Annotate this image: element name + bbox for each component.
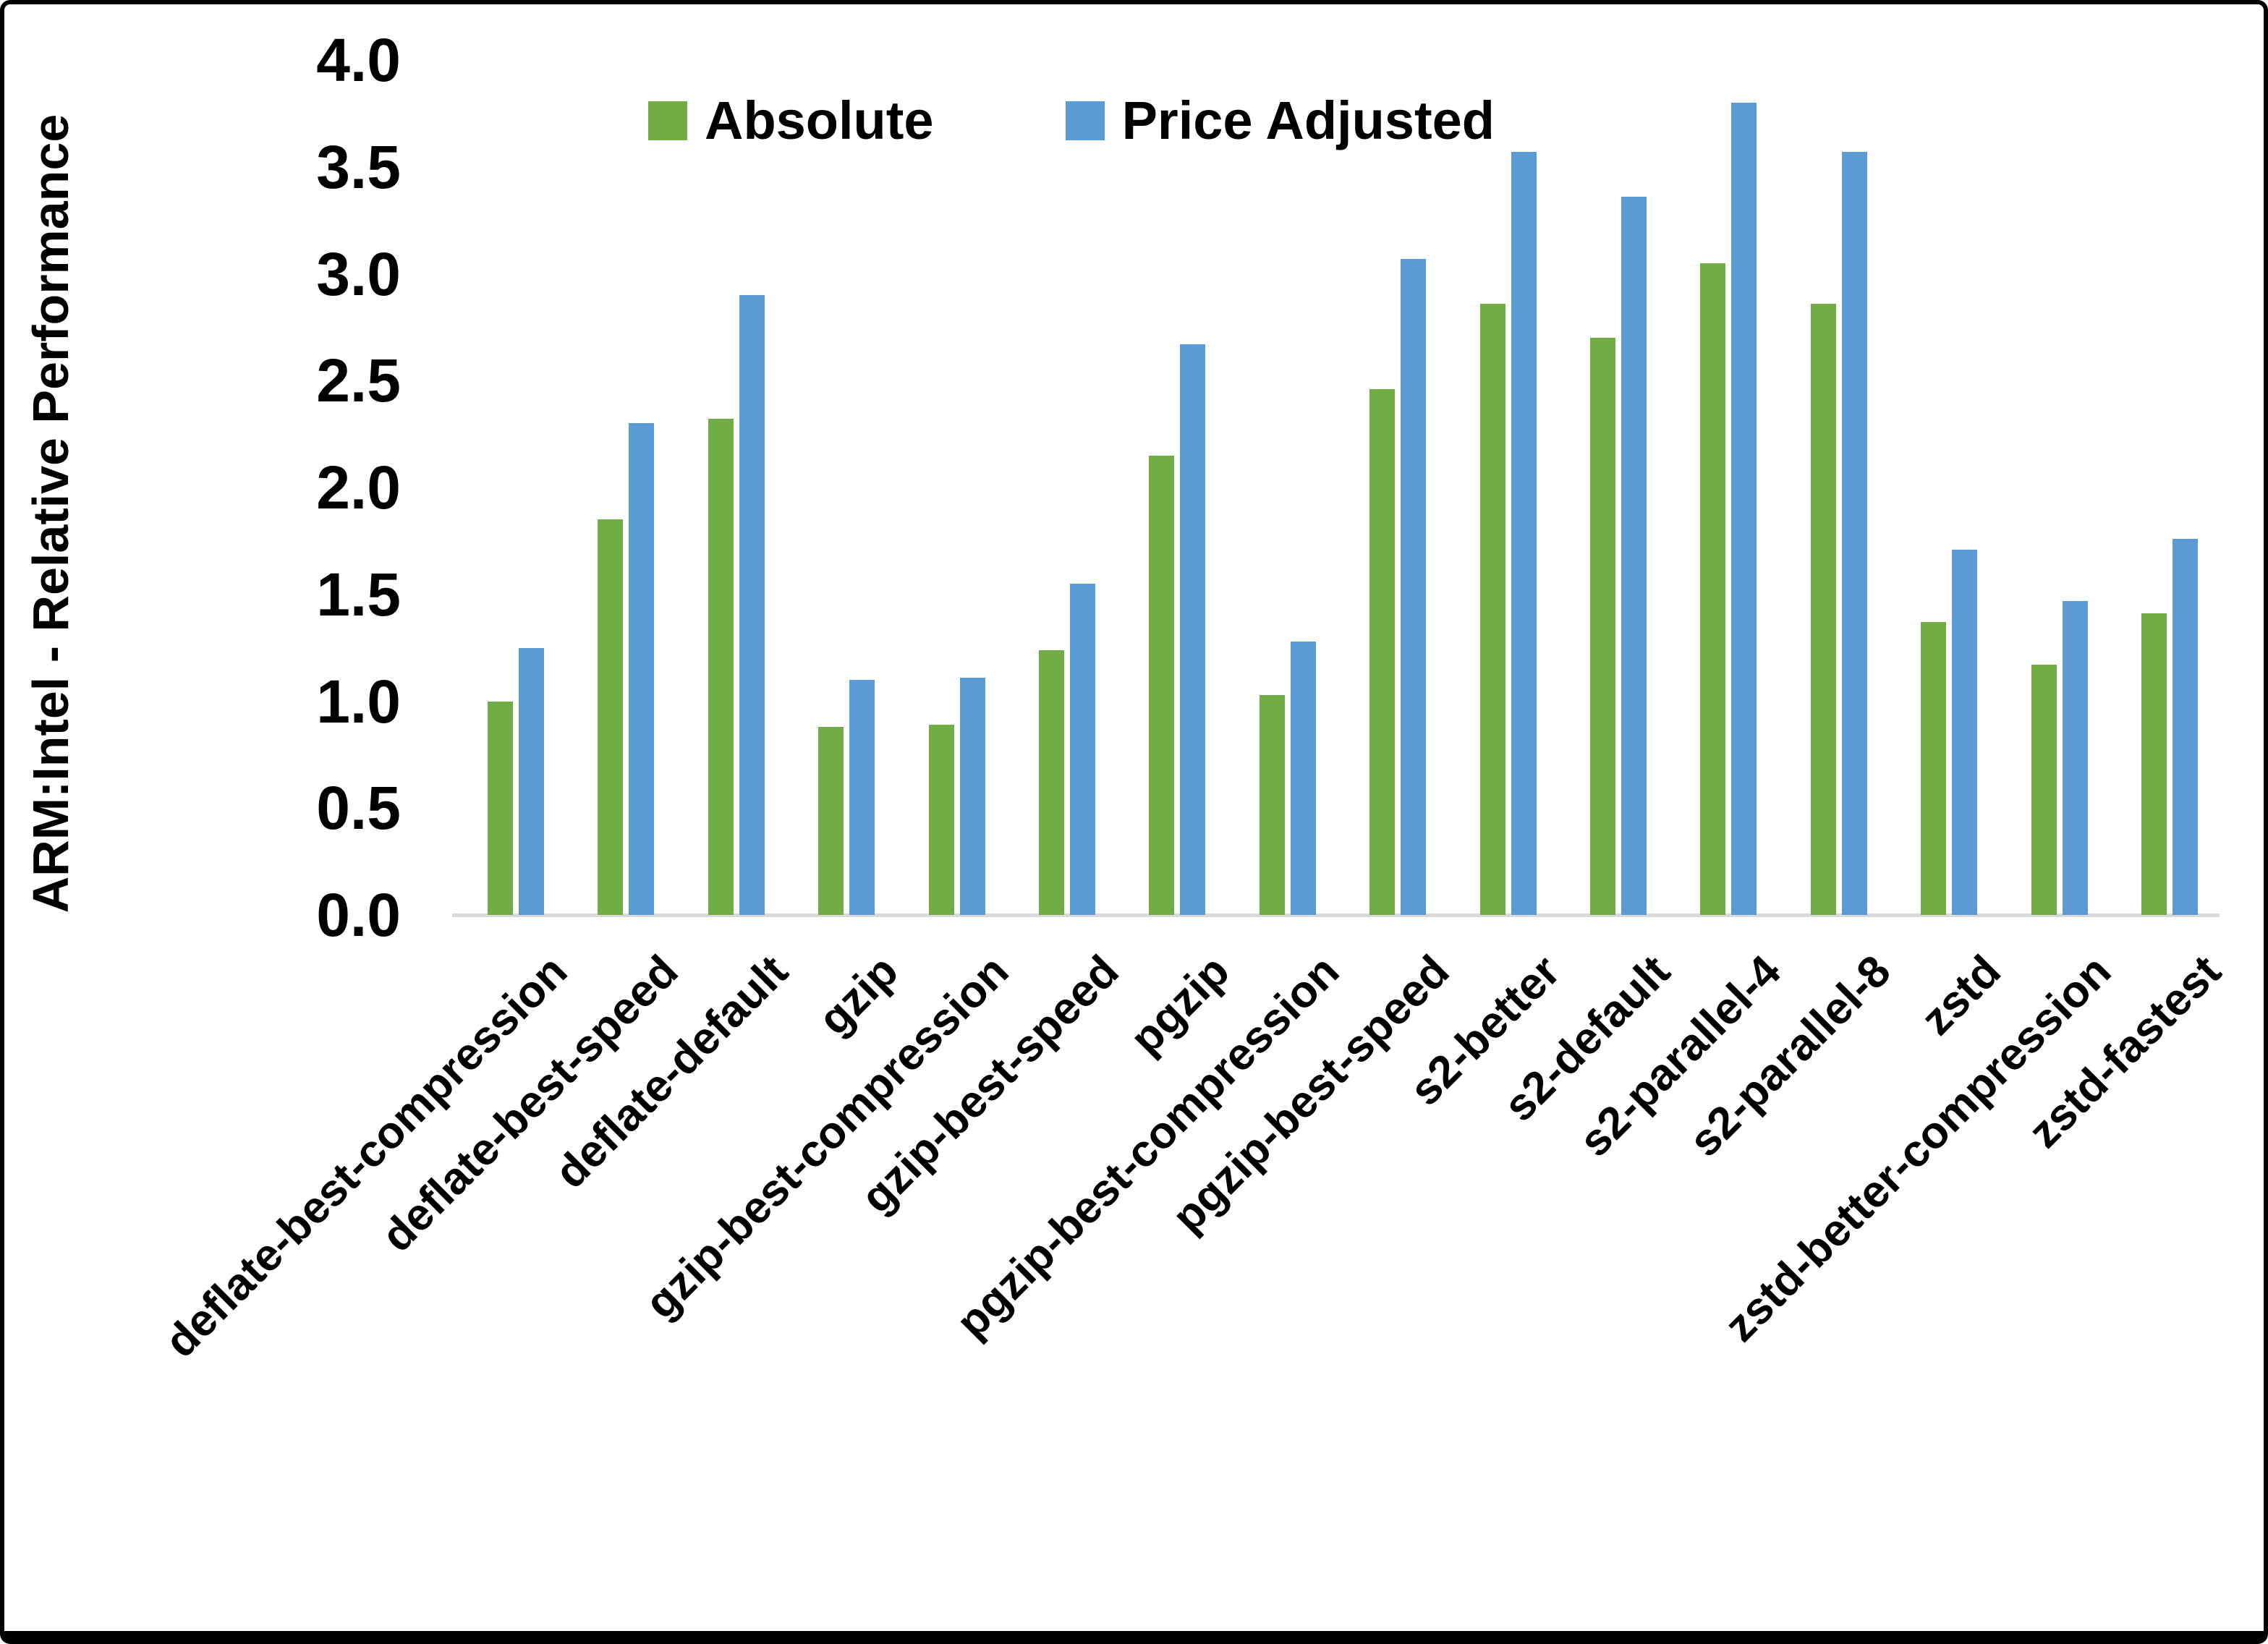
y-tick-label: 3.0 <box>316 239 401 308</box>
y-tick-label: 4.0 <box>316 26 401 94</box>
bar-price-adjusted-pgzip <box>1180 344 1206 915</box>
bar-price-adjusted-s2-default <box>1621 197 1647 915</box>
bar-price-adjusted-s2-parallel-8 <box>1841 152 1867 915</box>
bar-absolute-pgzip <box>1149 455 1175 915</box>
bar-price-adjusted-deflate-default <box>739 295 765 915</box>
bar-absolute-s2-default <box>1590 338 1615 915</box>
bar-price-adjusted-deflate-best-compression <box>519 647 544 915</box>
bar-absolute-pgzip-best-speed <box>1369 389 1396 915</box>
bar-absolute-deflate-best-compression <box>488 701 513 915</box>
bar-absolute-s2-parallel-4 <box>1700 263 1726 915</box>
bar-price-adjusted-zstd-better-compression <box>2062 600 2088 915</box>
price-adjusted-swatch-icon <box>1065 101 1105 140</box>
bar-absolute-gzip <box>818 726 844 915</box>
bar-absolute-zstd <box>1921 622 1947 915</box>
bar-price-adjusted-gzip-best-speed <box>1070 583 1095 915</box>
y-tick-label: 1.0 <box>316 667 401 736</box>
legend: Absolute Price Adjusted <box>648 90 1589 151</box>
y-tick-label: 0.5 <box>316 774 401 843</box>
bar-price-adjusted-gzip <box>849 679 875 915</box>
x-axis-line <box>452 913 2220 917</box>
legend-label-price-adjusted: Price Adjusted <box>1121 90 1495 150</box>
x-axis-label-zstd: zstd <box>1911 946 2010 1045</box>
bar-absolute-gzip-best-compression <box>928 725 954 915</box>
bar-absolute-gzip-best-speed <box>1039 649 1064 915</box>
bar-absolute-pgzip-best-compression <box>1259 694 1285 915</box>
y-tick-label: 3.5 <box>316 132 401 201</box>
x-axis-label-zstd-fastest: zstd-fastest <box>2019 946 2231 1158</box>
y-axis-title: ARM:Intel - Relative Performance <box>22 114 79 913</box>
legend-item-absolute: Absolute <box>648 90 934 151</box>
bar-absolute-zstd-fastest <box>2141 613 2167 915</box>
y-tick-label: 1.5 <box>316 560 401 629</box>
bar-price-adjusted-s2-better <box>1511 152 1537 915</box>
bar-price-adjusted-gzip-best-compression <box>959 677 985 915</box>
x-axis-label-deflate-best-compression: deflate-best-compression <box>156 946 577 1368</box>
bar-price-adjusted-pgzip-best-speed <box>1401 258 1427 915</box>
legend-label-absolute: Absolute <box>705 90 934 150</box>
legend-item-price-adjusted: Price Adjusted <box>1065 90 1495 151</box>
bar-price-adjusted-zstd-fastest <box>2173 538 2198 915</box>
y-tick-label: 2.5 <box>316 346 401 415</box>
bar-price-adjusted-s2-parallel-4 <box>1731 103 1757 915</box>
bar-absolute-deflate-best-speed <box>598 519 624 915</box>
bar-price-adjusted-deflate-best-speed <box>629 423 655 915</box>
y-tick-label: 2.0 <box>316 453 401 521</box>
absolute-swatch-icon <box>648 101 687 140</box>
bar-absolute-s2-parallel-8 <box>1810 303 1836 915</box>
bar-absolute-s2-better <box>1479 303 1505 915</box>
y-tick-label: 0.0 <box>316 881 401 949</box>
bar-absolute-deflate-default <box>708 419 734 915</box>
bar-absolute-zstd-better-compression <box>2031 665 2057 915</box>
bar-price-adjusted-pgzip-best-compression <box>1290 641 1316 915</box>
x-axis-label-gzip: gzip <box>809 946 908 1045</box>
bar-price-adjusted-zstd <box>1952 549 1978 915</box>
